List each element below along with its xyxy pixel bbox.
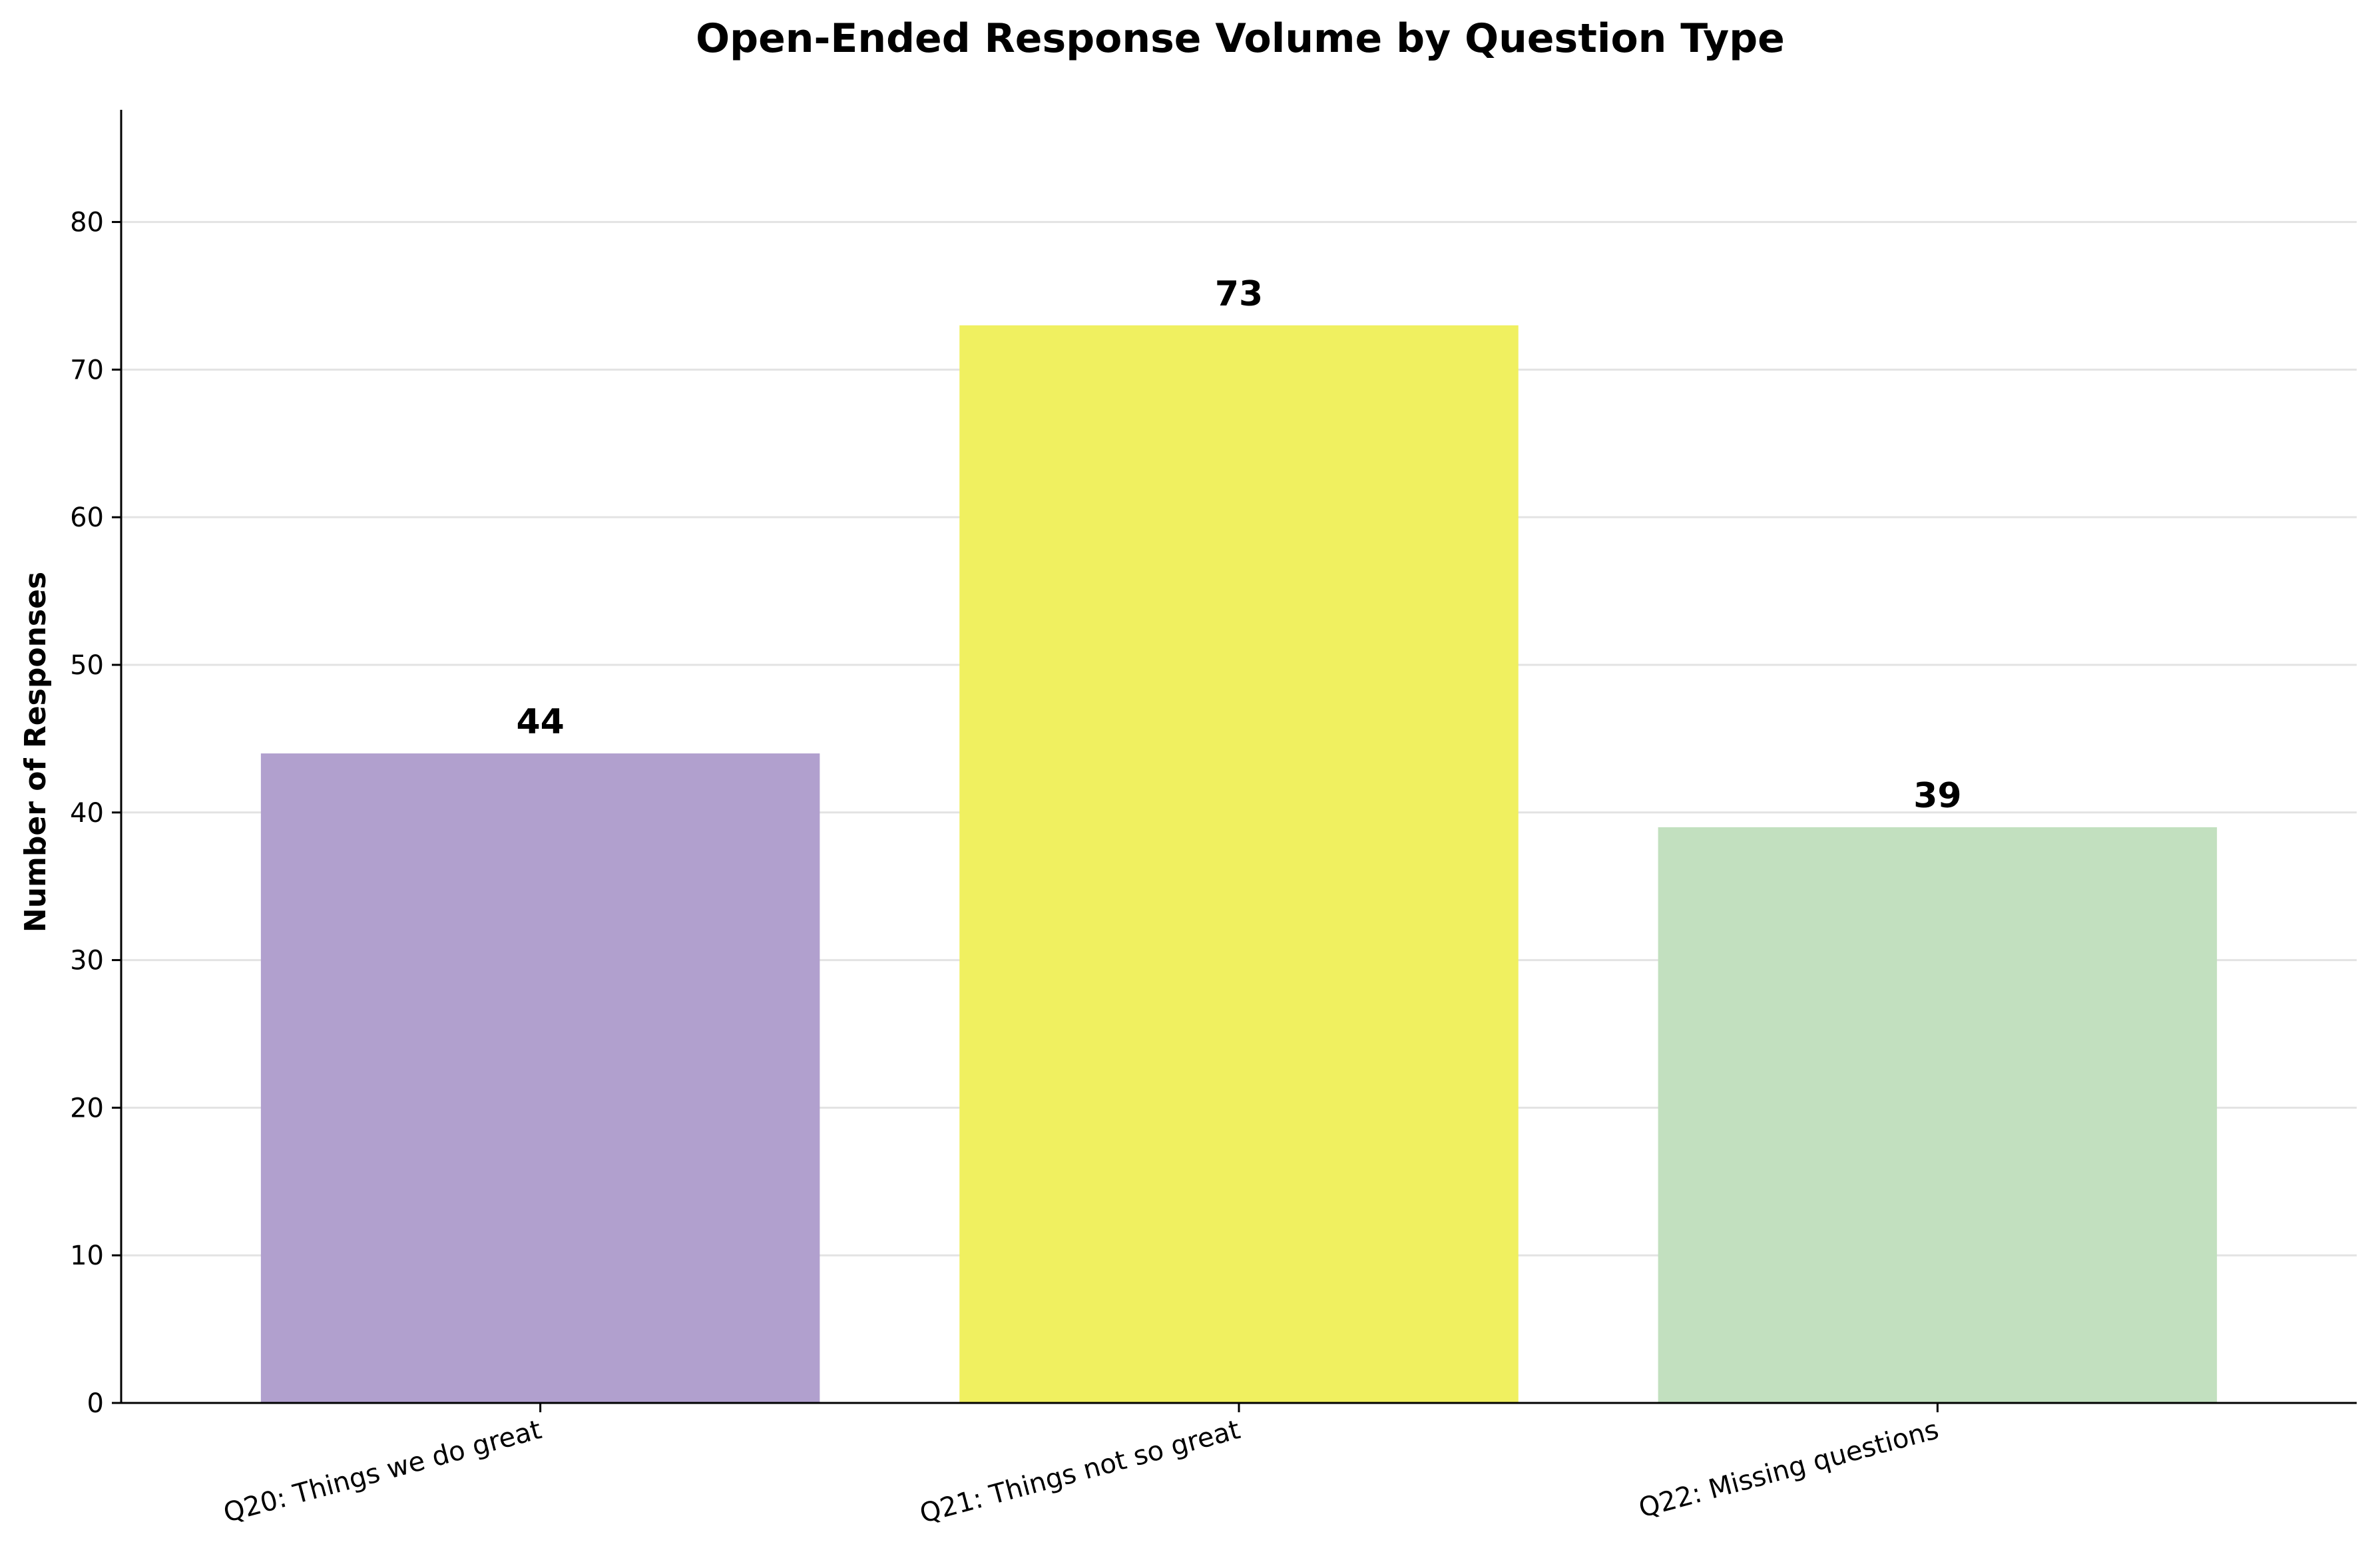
axes bbox=[112, 110, 2357, 1412]
bar-3 bbox=[1658, 827, 2218, 1403]
data-label-1: 44 bbox=[516, 702, 564, 742]
data-label-3: 39 bbox=[1913, 776, 1961, 816]
chart-title: Open-Ended Response Volume by Question T… bbox=[696, 15, 1785, 62]
y-tick-label-40: 40 bbox=[70, 798, 104, 829]
bars bbox=[260, 325, 2218, 1403]
y-tick-label-70: 70 bbox=[70, 355, 104, 385]
x-tick-label-2: Q21: Things not so great bbox=[917, 1414, 1244, 1529]
y-tick-label-60: 60 bbox=[70, 502, 104, 533]
bar-1 bbox=[260, 753, 820, 1403]
y-tick-label-50: 50 bbox=[70, 650, 104, 681]
x-tick-label-3: Q22: Missing questions bbox=[1636, 1414, 1942, 1524]
y-tick-label-20: 20 bbox=[70, 1093, 104, 1123]
bar-2 bbox=[959, 325, 1519, 1403]
x-tick-label-1: Q20: Things we do great bbox=[220, 1414, 545, 1529]
y-tick-label-10: 10 bbox=[70, 1241, 104, 1271]
data-label-2: 73 bbox=[1215, 274, 1263, 314]
y-tick-label-0: 0 bbox=[87, 1388, 104, 1419]
y-axis-label: Number of Responses bbox=[19, 572, 53, 932]
y-tick-label-30: 30 bbox=[70, 946, 104, 976]
y-tick-label-80: 80 bbox=[70, 208, 104, 238]
